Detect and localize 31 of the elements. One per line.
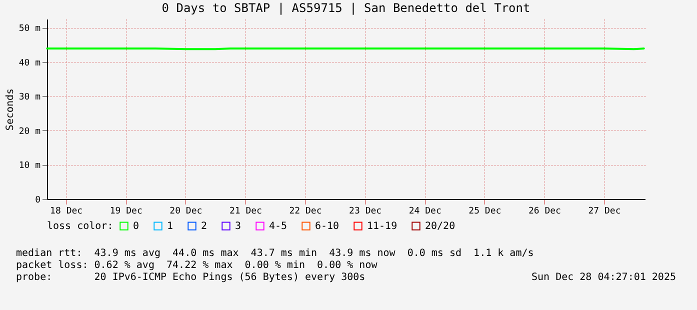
- legend-label: 11-19: [367, 221, 398, 232]
- x-tick-label: 26 Dec: [528, 206, 561, 216]
- y-tick-label: 10 m: [18, 161, 40, 172]
- legend-label: 6-10: [315, 221, 340, 232]
- x-tick-label: 20 Dec: [170, 206, 202, 216]
- x-tick-label: 22 Dec: [289, 206, 322, 216]
- y-tick-label: 40 m: [18, 58, 40, 68]
- x-tick-label: 19 Dec: [110, 206, 142, 216]
- x-tick-label: 21 Dec: [229, 206, 262, 216]
- text: Sun Dec 28 04:27:01 2025: [532, 272, 676, 284]
- legend-label: 20/20: [425, 221, 456, 232]
- legend-label: 2: [201, 221, 208, 232]
- legend-label: 3: [235, 221, 242, 232]
- y-tick-label: 20 m: [18, 126, 40, 137]
- y-axis-title: Seconds: [4, 88, 16, 131]
- x-tick-label: 23 Dec: [349, 206, 382, 216]
- y-tick-label: 50 m: [18, 24, 40, 34]
- legend-label: 4-5: [269, 221, 288, 232]
- x-tick-label: 25 Dec: [468, 206, 502, 216]
- y-tick-label: 30 m: [18, 92, 40, 103]
- x-tick-label: 24 Dec: [408, 206, 442, 216]
- chart-title: 0 Days to SBTAP | AS59715 | San Benedetto del Tront: [162, 1, 530, 15]
- x-tick-label: 27 Dec: [588, 206, 621, 216]
- text: median rtt: 43.9 ms avg 44.0 ms max 43.7 ms min 43.9 ms now 0.0 ms sd 1.1 k am/s: [16, 248, 535, 260]
- text: probe: 20 IPv6-ICMP Echo Pings (56 Bytes) every 300s: [16, 272, 366, 283]
- legend-label: 1: [167, 221, 174, 232]
- x-tick-label: 18 Dec: [50, 206, 83, 216]
- y-tick-label: 0: [35, 196, 40, 206]
- legend-label: 0: [133, 221, 140, 232]
- legend-title: loss color:: [47, 221, 114, 232]
- text: packet loss: 0.62 % avg 74.22 % max 0.00 % min 0.00 % now: [16, 260, 378, 272]
